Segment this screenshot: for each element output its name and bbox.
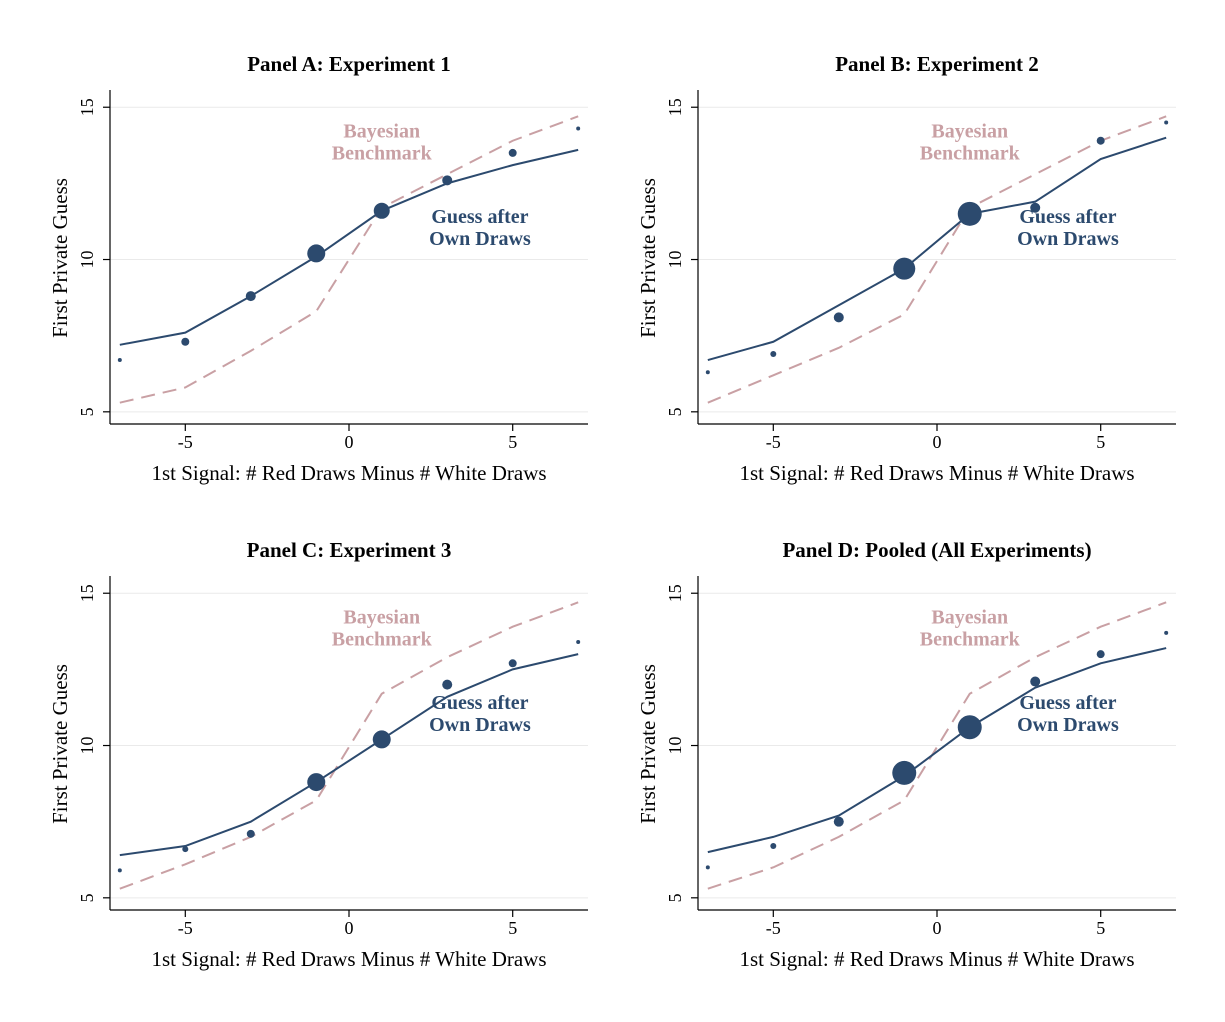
guess-point bbox=[1096, 136, 1105, 145]
guess-point bbox=[508, 659, 517, 668]
guess-annotation: Guess after bbox=[1019, 692, 1116, 714]
panel-3: -5 0 5 5 10 15 Panel C: Experiment 3 1st Signal… bbox=[48, 538, 588, 971]
x-tick-label: 0 bbox=[933, 432, 942, 452]
y-tick-label: 10 bbox=[77, 737, 97, 755]
guess-annotation: Own Draws bbox=[1017, 228, 1119, 250]
x-axis-title: 1st Signal: # Red Draws Minus # White Dr… bbox=[151, 947, 546, 971]
guess-point bbox=[705, 370, 710, 375]
guess-point bbox=[508, 148, 517, 157]
bayesian-annotation: Benchmark bbox=[920, 143, 1021, 165]
y-tick-label: 15 bbox=[665, 584, 685, 602]
y-tick-label: 15 bbox=[77, 584, 97, 602]
guess-point bbox=[117, 358, 122, 363]
guess-annotation: Guess after bbox=[431, 206, 528, 228]
bayesian-annotation: Bayesian bbox=[931, 121, 1008, 143]
y-tick-label: 10 bbox=[665, 251, 685, 269]
guess-point bbox=[372, 730, 391, 749]
guess-annotation: Own Draws bbox=[429, 714, 531, 736]
panel-2: -5 0 5 5 10 15 Panel B: Experiment 2 1st Signal… bbox=[636, 52, 1176, 485]
bayesian-annotation: Bayesian bbox=[343, 607, 420, 629]
guess-point bbox=[892, 760, 917, 785]
guess-annotation: Own Draws bbox=[429, 228, 531, 250]
x-axis-title: 1st Signal: # Red Draws Minus # White Dr… bbox=[739, 947, 1134, 971]
x-tick-label: 5 bbox=[1096, 918, 1105, 938]
y-axis-title: First Private Guess bbox=[48, 178, 72, 338]
guess-point bbox=[1030, 202, 1041, 213]
y-tick-label: 5 bbox=[665, 407, 685, 416]
guess-point bbox=[307, 773, 326, 792]
guess-point bbox=[770, 843, 777, 850]
guess-point bbox=[770, 350, 777, 357]
y-tick-label: 15 bbox=[77, 98, 97, 116]
x-tick-label: 5 bbox=[508, 918, 517, 938]
panel-title: Panel C: Experiment 3 bbox=[247, 538, 452, 562]
y-tick-label: 10 bbox=[77, 251, 97, 269]
guess-point bbox=[705, 865, 710, 870]
guess-line bbox=[119, 653, 579, 857]
guess-annotation: Own Draws bbox=[1017, 714, 1119, 736]
guess-line bbox=[119, 148, 579, 346]
x-tick-label: -5 bbox=[766, 432, 781, 452]
guess-point bbox=[1030, 676, 1041, 687]
panel-1: -5 0 5 5 10 15 Panel A: Experiment 1 1st Signal… bbox=[48, 52, 588, 485]
guess-point bbox=[893, 257, 916, 280]
guess-annotation: Guess after bbox=[1019, 206, 1116, 228]
guess-point bbox=[957, 201, 982, 226]
bayesian-annotation: Benchmark bbox=[920, 629, 1021, 651]
x-tick-label: -5 bbox=[178, 918, 193, 938]
y-tick-label: 5 bbox=[665, 893, 685, 902]
guess-point bbox=[373, 202, 390, 219]
bayesian-annotation: Bayesian bbox=[343, 121, 420, 143]
guess-point bbox=[1096, 650, 1105, 659]
panel-4: -5 0 5 5 10 15 Panel D: Pooled (All Experiment… bbox=[636, 538, 1176, 971]
panel-title: Panel D: Pooled (All Experiments) bbox=[782, 538, 1091, 562]
x-tick-label: 0 bbox=[345, 432, 354, 452]
panel-title: Panel A: Experiment 1 bbox=[247, 52, 451, 76]
guess-point bbox=[833, 312, 844, 323]
y-tick-label: 15 bbox=[665, 98, 685, 116]
guess-point bbox=[1164, 120, 1169, 125]
guess-point bbox=[833, 816, 844, 827]
x-axis-title: 1st Signal: # Red Draws Minus # White Dr… bbox=[151, 461, 546, 485]
bayesian-annotation: Benchmark bbox=[332, 143, 433, 165]
guess-point bbox=[1164, 630, 1169, 635]
panel-title: Panel B: Experiment 2 bbox=[835, 52, 1039, 76]
x-axis-title: 1st Signal: # Red Draws Minus # White Dr… bbox=[739, 461, 1134, 485]
guess-point bbox=[117, 868, 122, 873]
bayesian-benchmark-line bbox=[119, 115, 579, 404]
x-tick-label: 0 bbox=[933, 918, 942, 938]
bayesian-annotation: Benchmark bbox=[332, 629, 433, 651]
y-axis-title: First Private Guess bbox=[636, 178, 660, 338]
guess-line bbox=[707, 647, 1167, 854]
guess-line bbox=[707, 136, 1167, 361]
guess-annotation: Guess after bbox=[431, 692, 528, 714]
bayesian-benchmark-line bbox=[707, 115, 1167, 404]
bayesian-annotation: Bayesian bbox=[931, 607, 1008, 629]
y-tick-label: 5 bbox=[77, 407, 97, 416]
guess-point bbox=[442, 679, 453, 690]
x-tick-label: -5 bbox=[178, 432, 193, 452]
x-tick-label: 5 bbox=[1096, 432, 1105, 452]
guess-point bbox=[246, 829, 255, 838]
x-tick-label: 5 bbox=[508, 432, 517, 452]
guess-point bbox=[576, 126, 581, 131]
y-tick-label: 10 bbox=[665, 737, 685, 755]
y-axis-title: First Private Guess bbox=[636, 664, 660, 824]
guess-point bbox=[957, 715, 982, 740]
x-tick-label: -5 bbox=[766, 918, 781, 938]
guess-point bbox=[245, 291, 256, 302]
y-axis-title: First Private Guess bbox=[48, 664, 72, 824]
x-tick-label: 0 bbox=[345, 918, 354, 938]
guess-point bbox=[442, 175, 453, 186]
y-tick-label: 5 bbox=[77, 893, 97, 902]
guess-point bbox=[307, 244, 326, 263]
guess-point bbox=[576, 639, 581, 644]
guess-point bbox=[181, 337, 190, 346]
guess-point bbox=[182, 846, 189, 853]
